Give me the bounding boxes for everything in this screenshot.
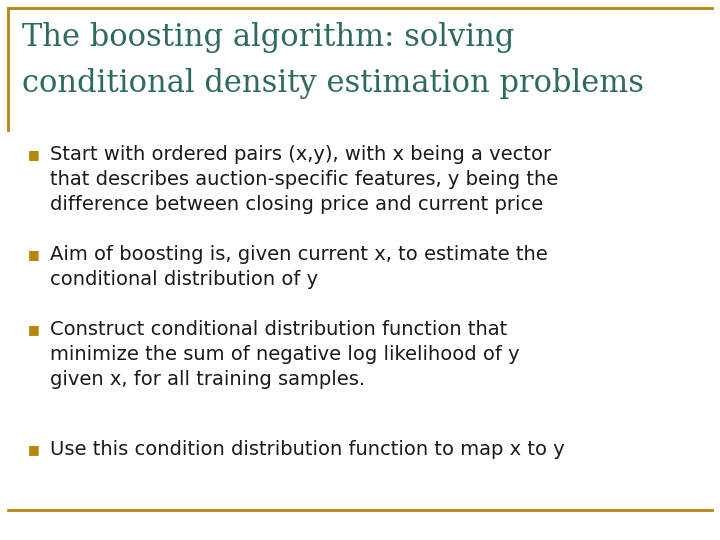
Text: Construct conditional distribution function that
minimize the sum of negative lo: Construct conditional distribution funct… <box>50 320 520 389</box>
Text: Start with ordered pairs (x,y), with x being a vector
that describes auction-spe: Start with ordered pairs (x,y), with x b… <box>50 145 558 214</box>
Text: ■: ■ <box>28 323 40 336</box>
Text: Aim of boosting is, given current x, to estimate the
conditional distribution of: Aim of boosting is, given current x, to … <box>50 245 548 289</box>
Text: ■: ■ <box>28 148 40 161</box>
Text: conditional density estimation problems: conditional density estimation problems <box>22 68 644 99</box>
Text: ■: ■ <box>28 248 40 261</box>
Text: Use this condition distribution function to map x to y: Use this condition distribution function… <box>50 440 564 459</box>
Text: ■: ■ <box>28 443 40 456</box>
Text: The boosting algorithm: solving: The boosting algorithm: solving <box>22 22 514 53</box>
